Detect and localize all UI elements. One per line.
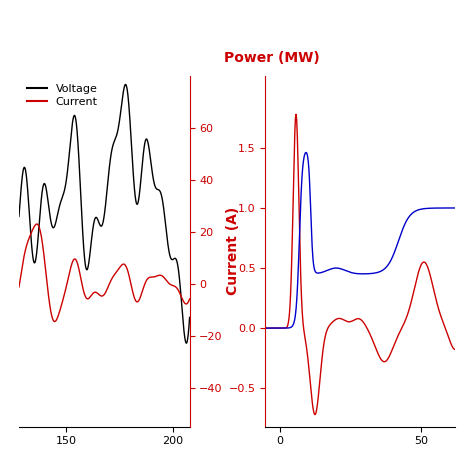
Y-axis label: Current (A): Current (A) — [226, 207, 239, 295]
Text: Power (MW): Power (MW) — [224, 51, 319, 65]
Legend: Voltage, Current: Voltage, Current — [25, 82, 100, 109]
